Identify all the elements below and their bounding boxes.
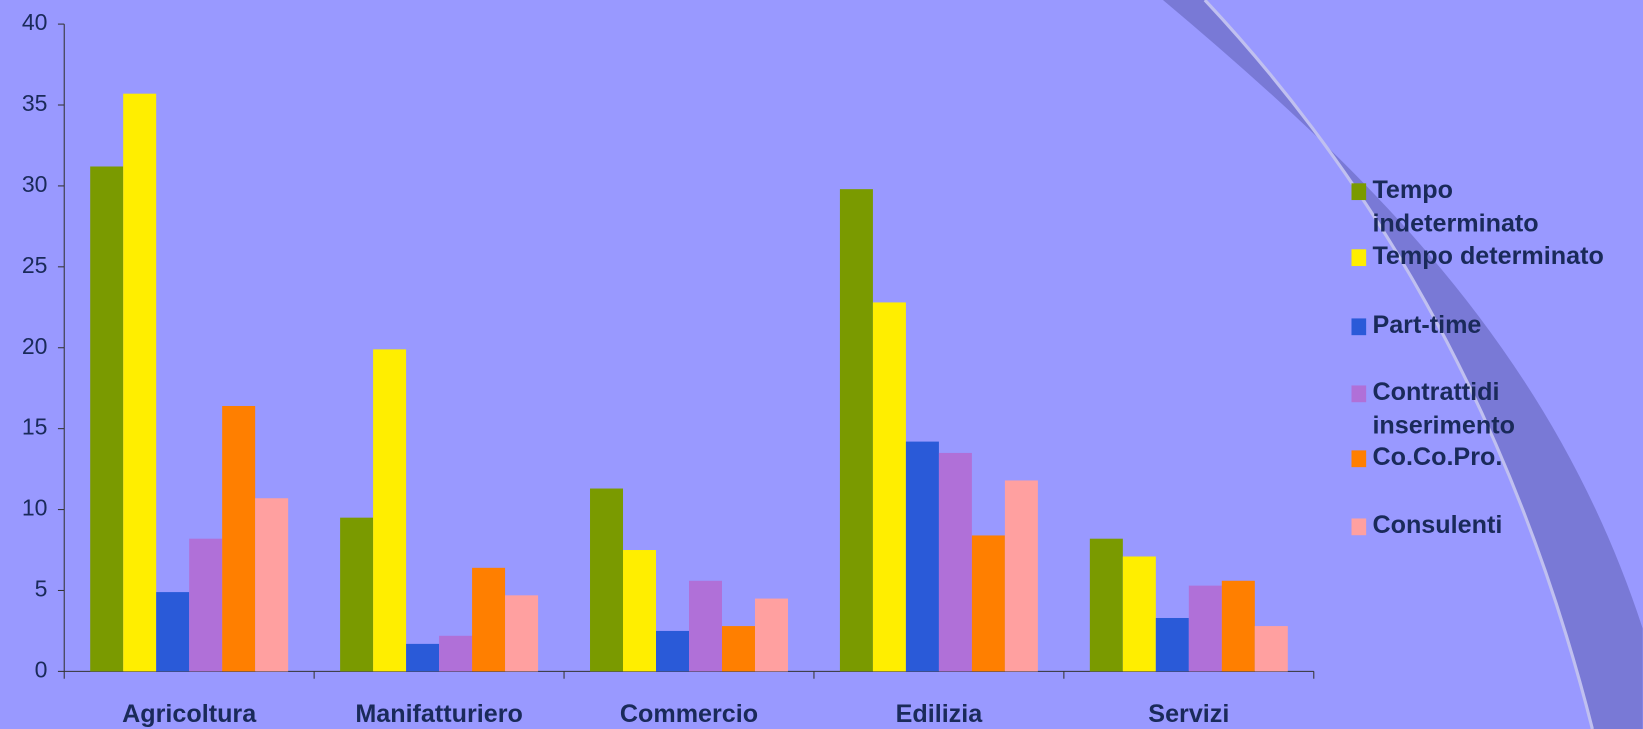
legend-swatch [1351,450,1367,468]
bar [839,189,873,672]
legend-entry: Tempo indeterminato [1372,175,1539,238]
bar [406,643,440,672]
bar [373,349,407,672]
bar [123,93,157,672]
y-tick-label: 40 [22,9,48,35]
legend-swatch [1351,385,1367,403]
bar [872,302,906,672]
legend-label: Contrattidi inserimento [1372,378,1515,440]
bar [938,452,972,672]
bar [340,517,374,672]
y-tick-label: 25 [22,252,48,278]
bar [1004,480,1038,672]
legend-label: Tempo indeterminato [1372,175,1539,238]
y-tick-label: 30 [22,171,48,197]
decoration [1162,0,1643,729]
y-tick-label: 0 [35,656,48,682]
x-tick-label: Edilizia [896,700,984,728]
bar [1089,538,1123,672]
legend-entry: Co.Co.Pro. [1372,443,1503,472]
x-tick-label: Servizi [1148,700,1229,728]
bar [623,550,657,672]
bar [222,405,256,672]
bar [656,630,690,672]
decoration [1203,0,1594,729]
x-tick-label: Commercio [620,700,758,728]
bar [255,498,289,672]
y-tick-label: 5 [35,576,48,602]
legend-label: Part-time [1372,311,1482,340]
legend-swatch [1351,318,1367,336]
bar [1155,617,1189,672]
legend-entry: Tempo determinato [1372,241,1604,271]
bar [754,598,788,672]
legend-entry: Consulenti [1372,511,1503,540]
y-tick-label: 35 [22,90,48,116]
bar [156,592,190,672]
bar [971,535,1005,672]
bar [905,441,939,672]
bar [1122,556,1156,672]
bar [472,567,506,672]
legend-entry: Part-time [1372,311,1482,340]
legend-swatch [1351,183,1367,201]
bar [439,635,473,672]
y-tick-label: 20 [22,333,48,359]
bar [1221,580,1255,672]
legend-swatch [1351,518,1367,536]
y-tick-label: 10 [22,495,48,521]
bar [689,580,722,672]
bar [590,488,624,672]
legend-label: Co.Co.Pro. [1372,443,1503,472]
bar [189,538,223,672]
legend-swatch [1351,249,1367,267]
x-tick-label: Agricoltura [122,700,257,728]
bar [90,166,124,672]
legend-label: Consulenti [1372,511,1503,540]
legend-entry: Contrattidi inserimento [1372,378,1515,440]
y-tick-label: 15 [22,414,48,440]
bar [505,595,539,672]
x-tick-label: Manifatturiero [355,700,523,728]
bar [721,626,755,672]
bar [1254,626,1288,672]
legend-label: Tempo determinato [1372,241,1604,271]
bar [1188,585,1222,672]
